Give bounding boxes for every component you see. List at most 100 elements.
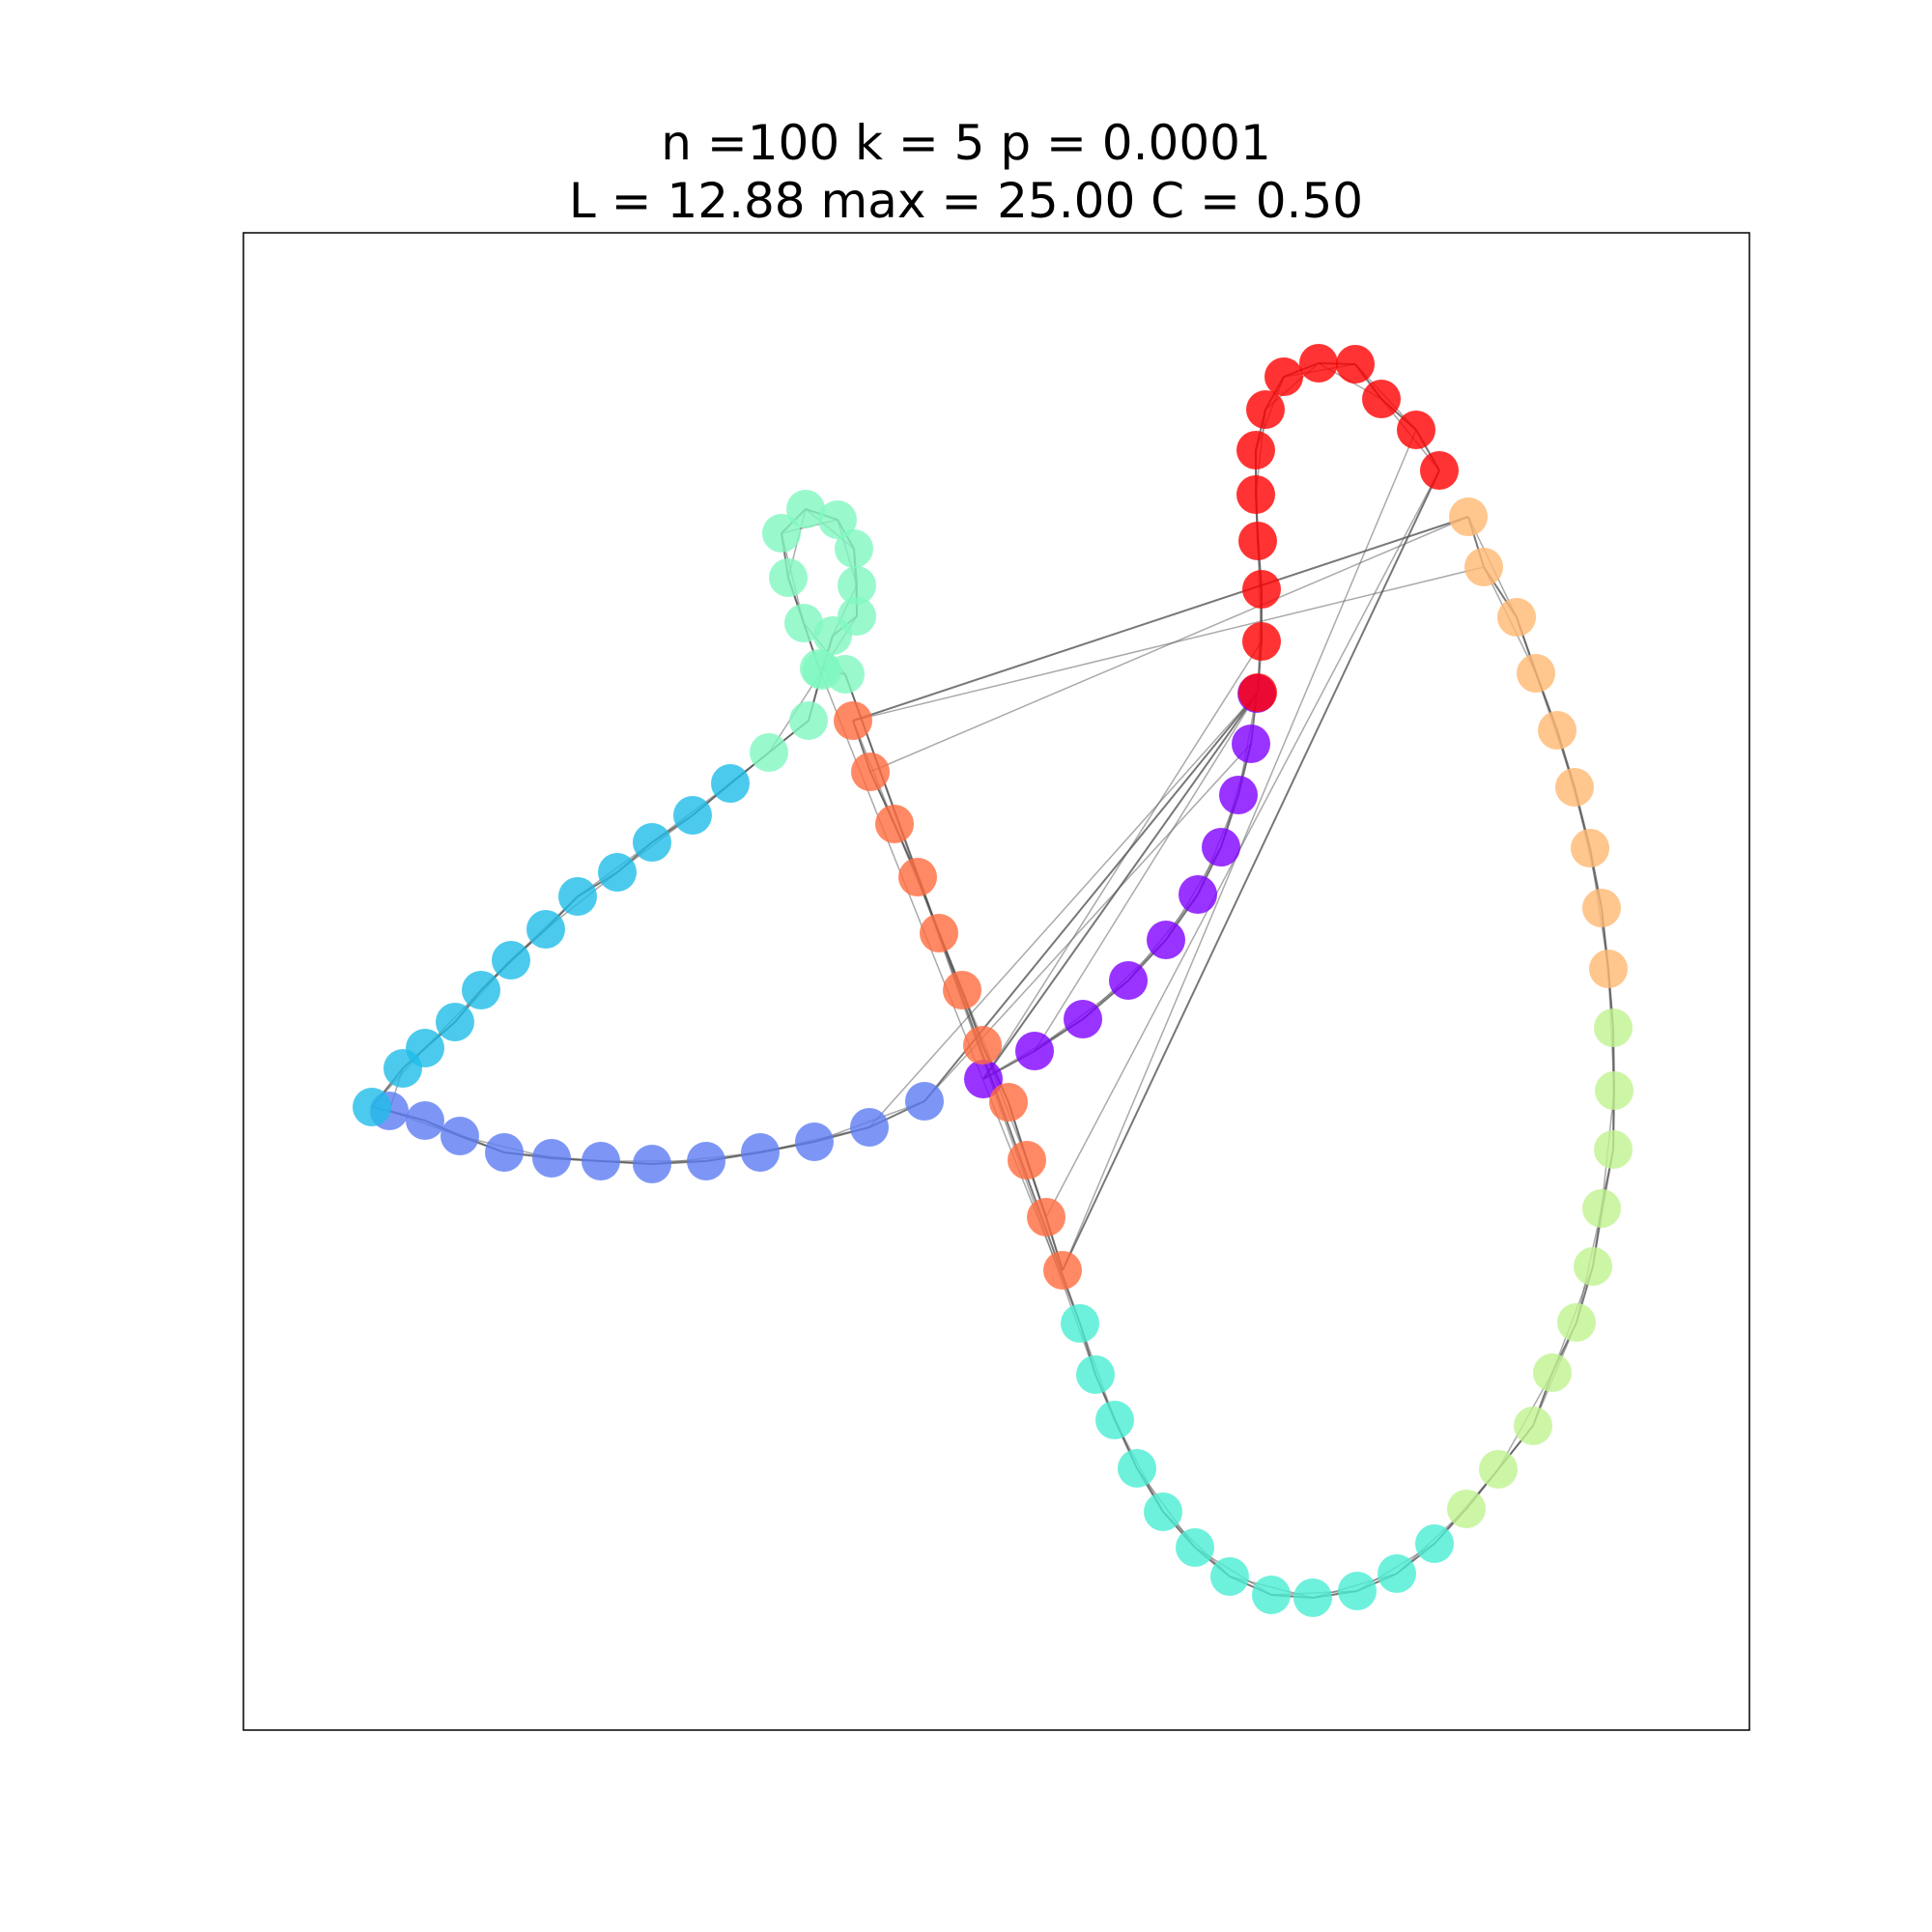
graph-node-red bbox=[1299, 344, 1338, 383]
edge-layer bbox=[371, 362, 1615, 1599]
graph-node-cyan bbox=[462, 971, 500, 1009]
graph-node-light-orange bbox=[1582, 889, 1621, 927]
graph-edge bbox=[982, 692, 1259, 1080]
graph-node-orange bbox=[1043, 1251, 1082, 1290]
graph-node-mint bbox=[838, 597, 876, 636]
graph-node-orange bbox=[875, 805, 914, 843]
graph-node-orange bbox=[963, 1026, 1002, 1065]
graph-edge bbox=[1034, 692, 1259, 1052]
graph-node-blue bbox=[532, 1139, 571, 1178]
graph-node-turquoise bbox=[1144, 1492, 1182, 1531]
graph-node-cyan bbox=[436, 1003, 474, 1041]
graph-node-orange bbox=[943, 971, 981, 1009]
graph-node-purple bbox=[964, 1060, 1003, 1098]
graph-node-cyan bbox=[406, 1029, 444, 1067]
graph-node-light-orange bbox=[1538, 711, 1577, 750]
graph-node-lime bbox=[1574, 1247, 1612, 1286]
graph-node-purple bbox=[1064, 1000, 1102, 1038]
graph-edge bbox=[852, 516, 1469, 722]
graph-node-mint bbox=[789, 701, 828, 740]
graph-node-lime bbox=[1594, 1009, 1633, 1047]
graph-node-turquoise bbox=[1095, 1401, 1134, 1439]
graph-node-red bbox=[1242, 570, 1281, 609]
graph-edge bbox=[982, 640, 1263, 1080]
graph-node-orange bbox=[851, 753, 890, 791]
graph-node-purple bbox=[1232, 724, 1270, 763]
graph-node-red bbox=[1246, 390, 1285, 429]
graph-node-orange bbox=[1027, 1198, 1065, 1236]
graph-node-turquoise bbox=[1252, 1576, 1291, 1614]
graph-node-mint bbox=[762, 514, 801, 553]
graph-node-mint bbox=[818, 500, 857, 539]
graph-node-red bbox=[1236, 475, 1275, 514]
graph-node-turquoise bbox=[1210, 1557, 1249, 1596]
graph-node-lime bbox=[1447, 1490, 1486, 1528]
plot-frame bbox=[242, 232, 1750, 1731]
graph-node-orange bbox=[989, 1083, 1028, 1122]
graph-node-turquoise bbox=[1061, 1304, 1099, 1343]
figure-title-line-1: n =100 k = 5 p = 0.0001 bbox=[661, 115, 1271, 171]
graph-node-turquoise bbox=[1338, 1572, 1377, 1610]
graph-node-red bbox=[1397, 411, 1435, 449]
graph-node-blue bbox=[741, 1133, 780, 1172]
graph-node-purple bbox=[1202, 828, 1240, 867]
graph-edge bbox=[1062, 469, 1440, 1271]
graph-node-red bbox=[1362, 380, 1401, 418]
graph-node-light-orange bbox=[1449, 497, 1488, 536]
graph-node-mint bbox=[769, 558, 808, 597]
graph-node-lime bbox=[1582, 1189, 1621, 1228]
graph-node-lime bbox=[1557, 1303, 1596, 1342]
graph-node-light-orange bbox=[1517, 654, 1555, 693]
graph-node-orange bbox=[834, 701, 872, 740]
graph-node-lime bbox=[1595, 1071, 1634, 1110]
graph-node-light-orange bbox=[1589, 950, 1628, 988]
graph-node-red bbox=[1238, 673, 1277, 712]
graph-node-red bbox=[1242, 622, 1281, 661]
graph-node-mint bbox=[784, 604, 823, 642]
graph-node-orange bbox=[920, 914, 958, 952]
graph-node-light-orange bbox=[1571, 829, 1609, 867]
figure-title-line-2: L = 12.88 max = 25.00 C = 0.50 bbox=[568, 173, 1364, 229]
graph-node-blue bbox=[582, 1142, 620, 1180]
graph-node-red bbox=[1264, 357, 1303, 396]
graph-node-turquoise bbox=[1378, 1554, 1416, 1593]
graph-node-purple bbox=[1147, 921, 1185, 959]
graph-node-mint bbox=[750, 733, 788, 772]
graph-node-blue bbox=[795, 1122, 834, 1161]
graph-node-turquoise bbox=[1176, 1528, 1214, 1567]
graph-node-turquoise bbox=[1076, 1355, 1115, 1394]
graph-node-purple bbox=[1015, 1032, 1054, 1070]
graph-node-red bbox=[1236, 431, 1275, 469]
graph-node-blue bbox=[406, 1101, 444, 1140]
graph-edge bbox=[869, 516, 1469, 773]
graph-node-blue bbox=[850, 1108, 889, 1147]
graph-node-cyan bbox=[598, 853, 637, 892]
graph-node-lime bbox=[1533, 1353, 1572, 1392]
graph-node-blue bbox=[633, 1145, 671, 1183]
graph-node-blue bbox=[485, 1133, 524, 1172]
graph-node-mint bbox=[826, 655, 865, 694]
node-layer bbox=[353, 344, 1634, 1617]
graph-node-red bbox=[1420, 451, 1459, 490]
graph-node-purple bbox=[1109, 961, 1148, 1000]
graph-node-turquoise bbox=[1118, 1449, 1156, 1488]
graph-node-blue bbox=[440, 1117, 479, 1155]
graph-node-purple bbox=[1219, 776, 1258, 814]
graph-node-lime bbox=[1479, 1450, 1518, 1489]
graph-node-lime bbox=[1514, 1406, 1552, 1445]
graph-node-light-orange bbox=[1497, 598, 1536, 637]
graph-edge bbox=[852, 566, 1485, 722]
graph-node-blue bbox=[905, 1082, 944, 1121]
graph-node-cyan bbox=[558, 877, 597, 916]
graph-node-light-orange bbox=[1555, 768, 1594, 807]
graph-node-turquoise bbox=[1415, 1524, 1454, 1563]
graph-node-mint bbox=[786, 490, 825, 528]
graph-node-mint bbox=[838, 566, 876, 605]
graph-node-orange bbox=[898, 858, 937, 896]
graph-node-orange bbox=[1008, 1141, 1046, 1179]
graph-node-blue bbox=[687, 1142, 725, 1180]
graph-node-turquoise bbox=[1293, 1578, 1332, 1617]
graph-node-red bbox=[1238, 522, 1277, 560]
graph-node-lime bbox=[1594, 1130, 1633, 1169]
